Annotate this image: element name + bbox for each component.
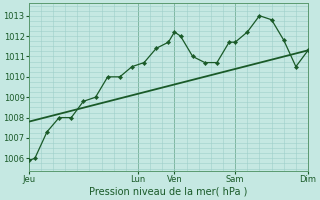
X-axis label: Pression niveau de la mer( hPa ): Pression niveau de la mer( hPa ) xyxy=(89,187,248,197)
